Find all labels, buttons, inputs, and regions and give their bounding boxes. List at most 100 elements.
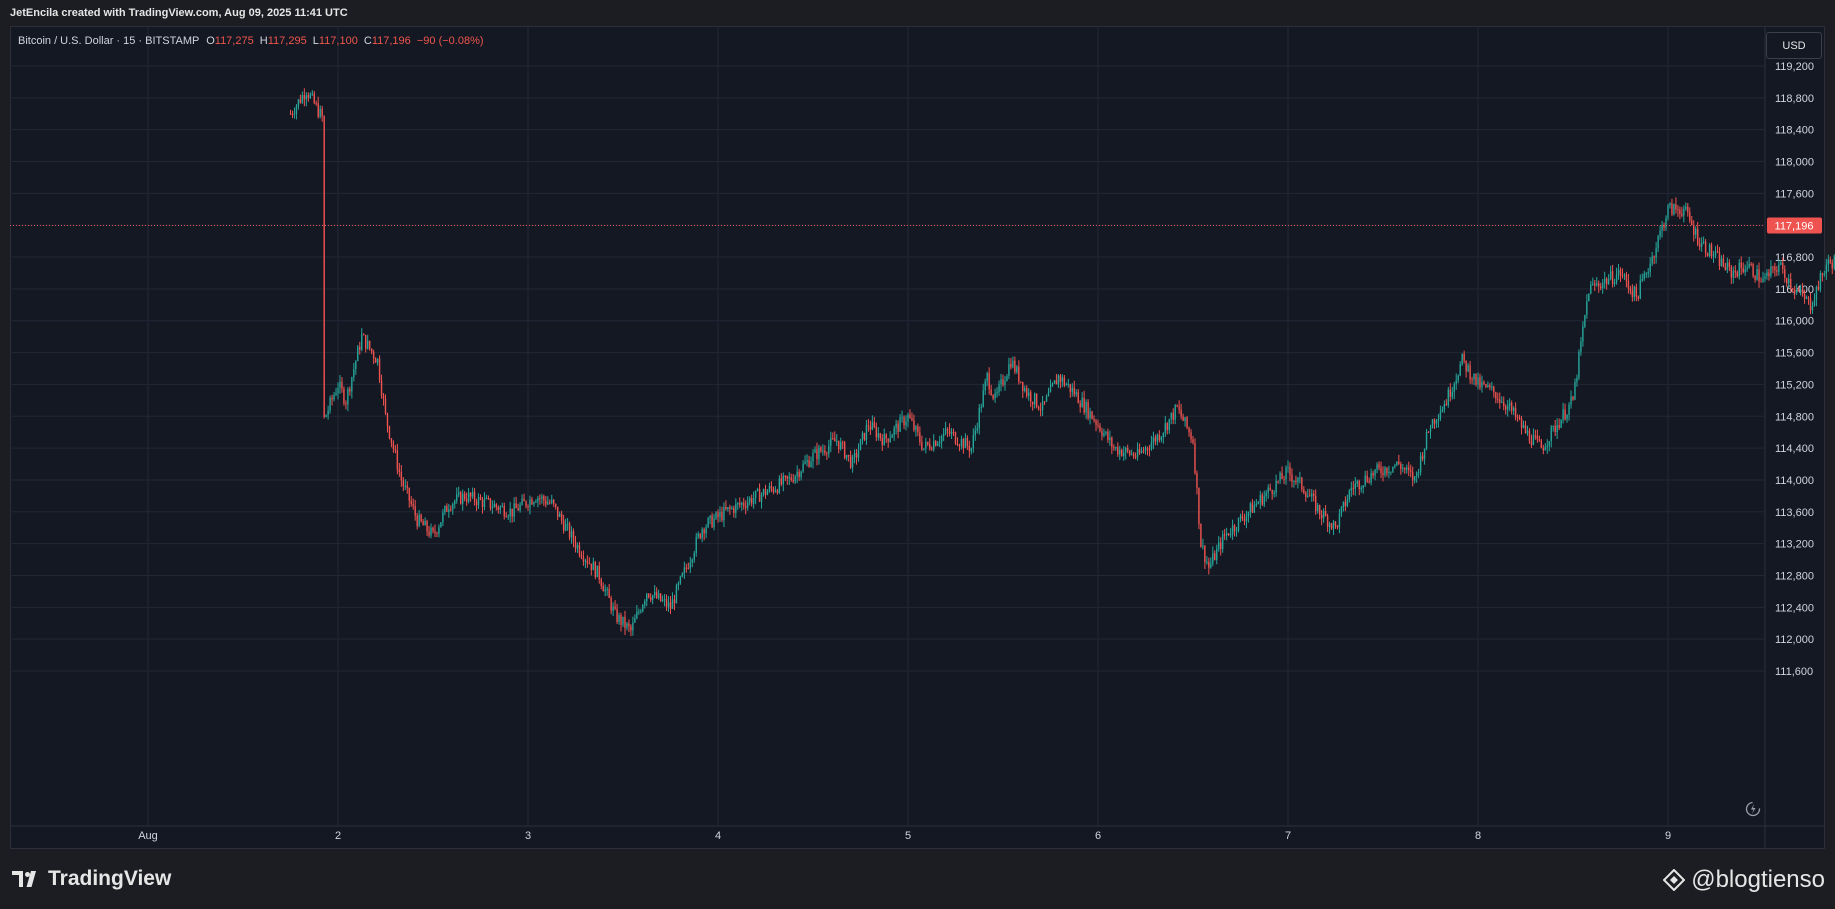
candle-body [1675,204,1677,210]
candle-body [303,94,306,100]
candle-body [1358,481,1360,490]
open-value: 117,275 [214,35,254,47]
candle-body [1528,430,1531,442]
candle-body [1239,516,1242,518]
refresh-icon[interactable] [1744,800,1762,818]
low-value: 117,100 [318,35,358,47]
candle-body [1008,363,1010,377]
candle-body [911,417,913,421]
candle-body [1582,326,1584,342]
candle-body [1174,405,1176,420]
candle-body [774,490,777,492]
candle-body [1148,449,1151,451]
candle-body [1415,472,1418,477]
candle-body [814,449,816,453]
candle-body [1772,266,1774,268]
candle-body [410,500,412,505]
candle-body [1633,286,1636,298]
candle-body [1689,212,1691,221]
candle-body [1408,467,1410,471]
candle-body [699,533,701,539]
candle-body [1372,473,1374,476]
currency-button[interactable]: USD [1766,32,1822,59]
candle-body [1459,364,1461,376]
candle-body [782,475,785,485]
candle-body [1601,282,1604,289]
candle-body [370,348,373,352]
candle-body [1510,402,1513,411]
chart-frame[interactable] [10,26,1825,849]
candle-body [891,435,893,438]
candle-body [319,108,321,117]
candle-body [1065,384,1068,386]
candle-body [1214,553,1216,560]
candle-body [895,423,897,428]
candle-body [1495,392,1497,399]
candle-body [950,431,953,434]
candle-body [1410,470,1412,472]
candle-body [1558,425,1560,428]
candle-body [1653,256,1655,258]
candle-body [1119,449,1121,455]
candle-body [1598,283,1600,287]
candle-body [1588,293,1590,302]
candle-body [1469,365,1471,380]
candle-body [1503,402,1505,407]
candle-body [887,438,889,442]
candle-body [1506,405,1509,410]
candle-body [1220,542,1222,550]
candle-body [1691,220,1693,226]
open-label: O [206,35,215,47]
candle-body [556,506,559,517]
candle-body [1344,501,1347,506]
candle-body [402,480,405,487]
candle-body [594,562,596,578]
candle-body [1249,503,1252,513]
candle-body [855,453,858,458]
candle-body [1693,225,1695,235]
candle-body [1180,409,1182,417]
candle-body [1069,384,1071,392]
candle-body [1568,404,1570,415]
candle-body [958,445,961,447]
candle-body [388,426,391,439]
candle-body [907,414,909,422]
candle-body [1053,380,1056,384]
candle-body [347,388,349,405]
candle-body [612,606,614,611]
candle-body [444,506,446,513]
candle-body [414,506,416,516]
candle-body [1160,437,1163,441]
candle-body [1427,431,1430,433]
candle-body [1799,289,1802,292]
candle-body [1455,380,1457,384]
candle-body [1162,433,1165,438]
candle-body [1289,466,1291,475]
candle-body [1526,430,1529,434]
candle-body [331,397,333,400]
candle-body [551,499,553,503]
candle-body [580,554,583,558]
candle-body [1055,380,1058,385]
candle-body [1374,469,1376,476]
candle-body [899,417,901,432]
brand-name: TradingView [48,867,172,890]
candle-body [1542,447,1545,451]
candle-body [669,602,672,609]
candle-body [1433,419,1436,424]
candle-body [1031,401,1034,405]
candle-body [1530,441,1533,445]
candle-body [1635,286,1638,297]
candle-body [1768,272,1770,277]
candle-body [1059,375,1062,382]
candle-body [661,600,664,602]
candle-body [608,588,610,598]
candle-body [697,533,699,537]
candle-body [513,503,515,517]
candle-body [1782,262,1784,270]
candle-body [610,597,612,611]
candle-body [1560,419,1562,428]
candle-body [1404,468,1406,470]
candle-body [1346,499,1349,506]
